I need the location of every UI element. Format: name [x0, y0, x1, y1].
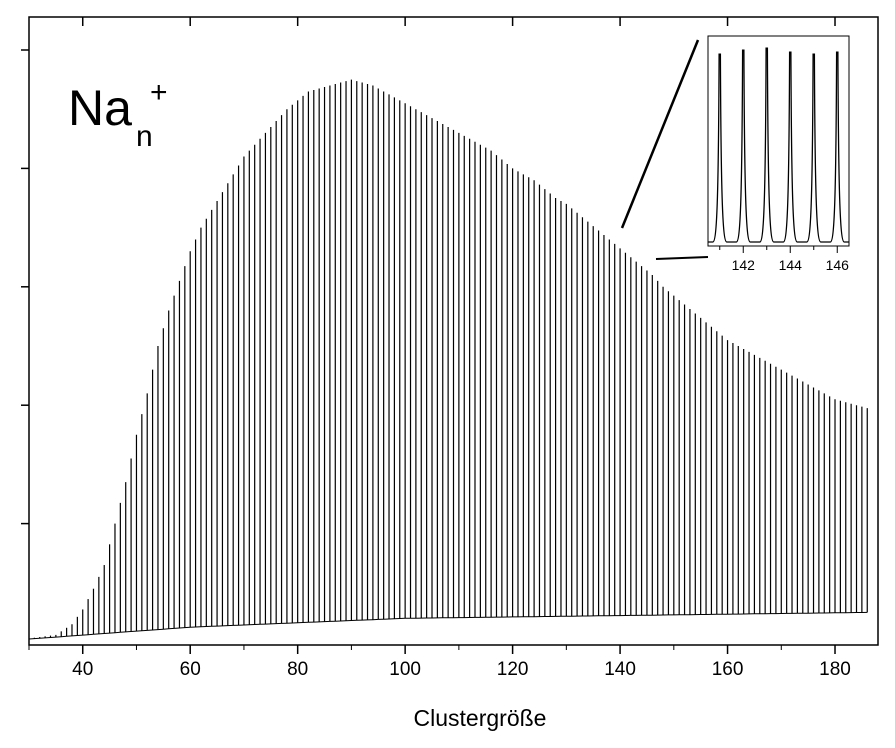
inset-tick-label: 142 [732, 257, 756, 273]
inset-peaks [708, 47, 849, 243]
x-axis-ticks [28, 17, 836, 654]
y-axis-ticks [21, 49, 29, 525]
inset-peak-trace [708, 47, 849, 243]
inset-tick-label: 144 [779, 257, 803, 273]
x-tick-label: 80 [287, 659, 308, 680]
species-subscript: n [136, 120, 153, 153]
species-superscript: + [150, 76, 168, 109]
inset-frame [707, 35, 850, 247]
species-annotation: Na n + [68, 76, 168, 153]
x-tick-label: 120 [497, 659, 529, 680]
plot-frame [28, 16, 879, 646]
spectrum-peaks [33, 79, 868, 639]
x-tick-label: 160 [712, 659, 744, 680]
x-tick-labels: 40 60 80 100 120 140 160 180 [72, 659, 851, 680]
x-tick-label: 100 [389, 659, 421, 680]
x-tick-label: 60 [180, 659, 201, 680]
x-tick-label: 40 [72, 659, 93, 680]
spectrum-baseline [28, 611, 868, 640]
inset-chart: 142 144 146 [707, 35, 850, 273]
zoom-pointer-line [620, 39, 700, 229]
species-base: Na [68, 80, 132, 136]
baseline-line [28, 611, 868, 640]
x-axis-title: Clustergröße [414, 705, 547, 731]
zoom-bottom-line [655, 256, 709, 260]
x-tick-label: 180 [819, 659, 851, 680]
x-tick-label: 140 [604, 659, 636, 680]
inset-x-tick-labels: 142 144 146 [732, 257, 850, 273]
inset-x-ticks [719, 246, 838, 253]
inset-tick-label: 146 [826, 257, 850, 273]
